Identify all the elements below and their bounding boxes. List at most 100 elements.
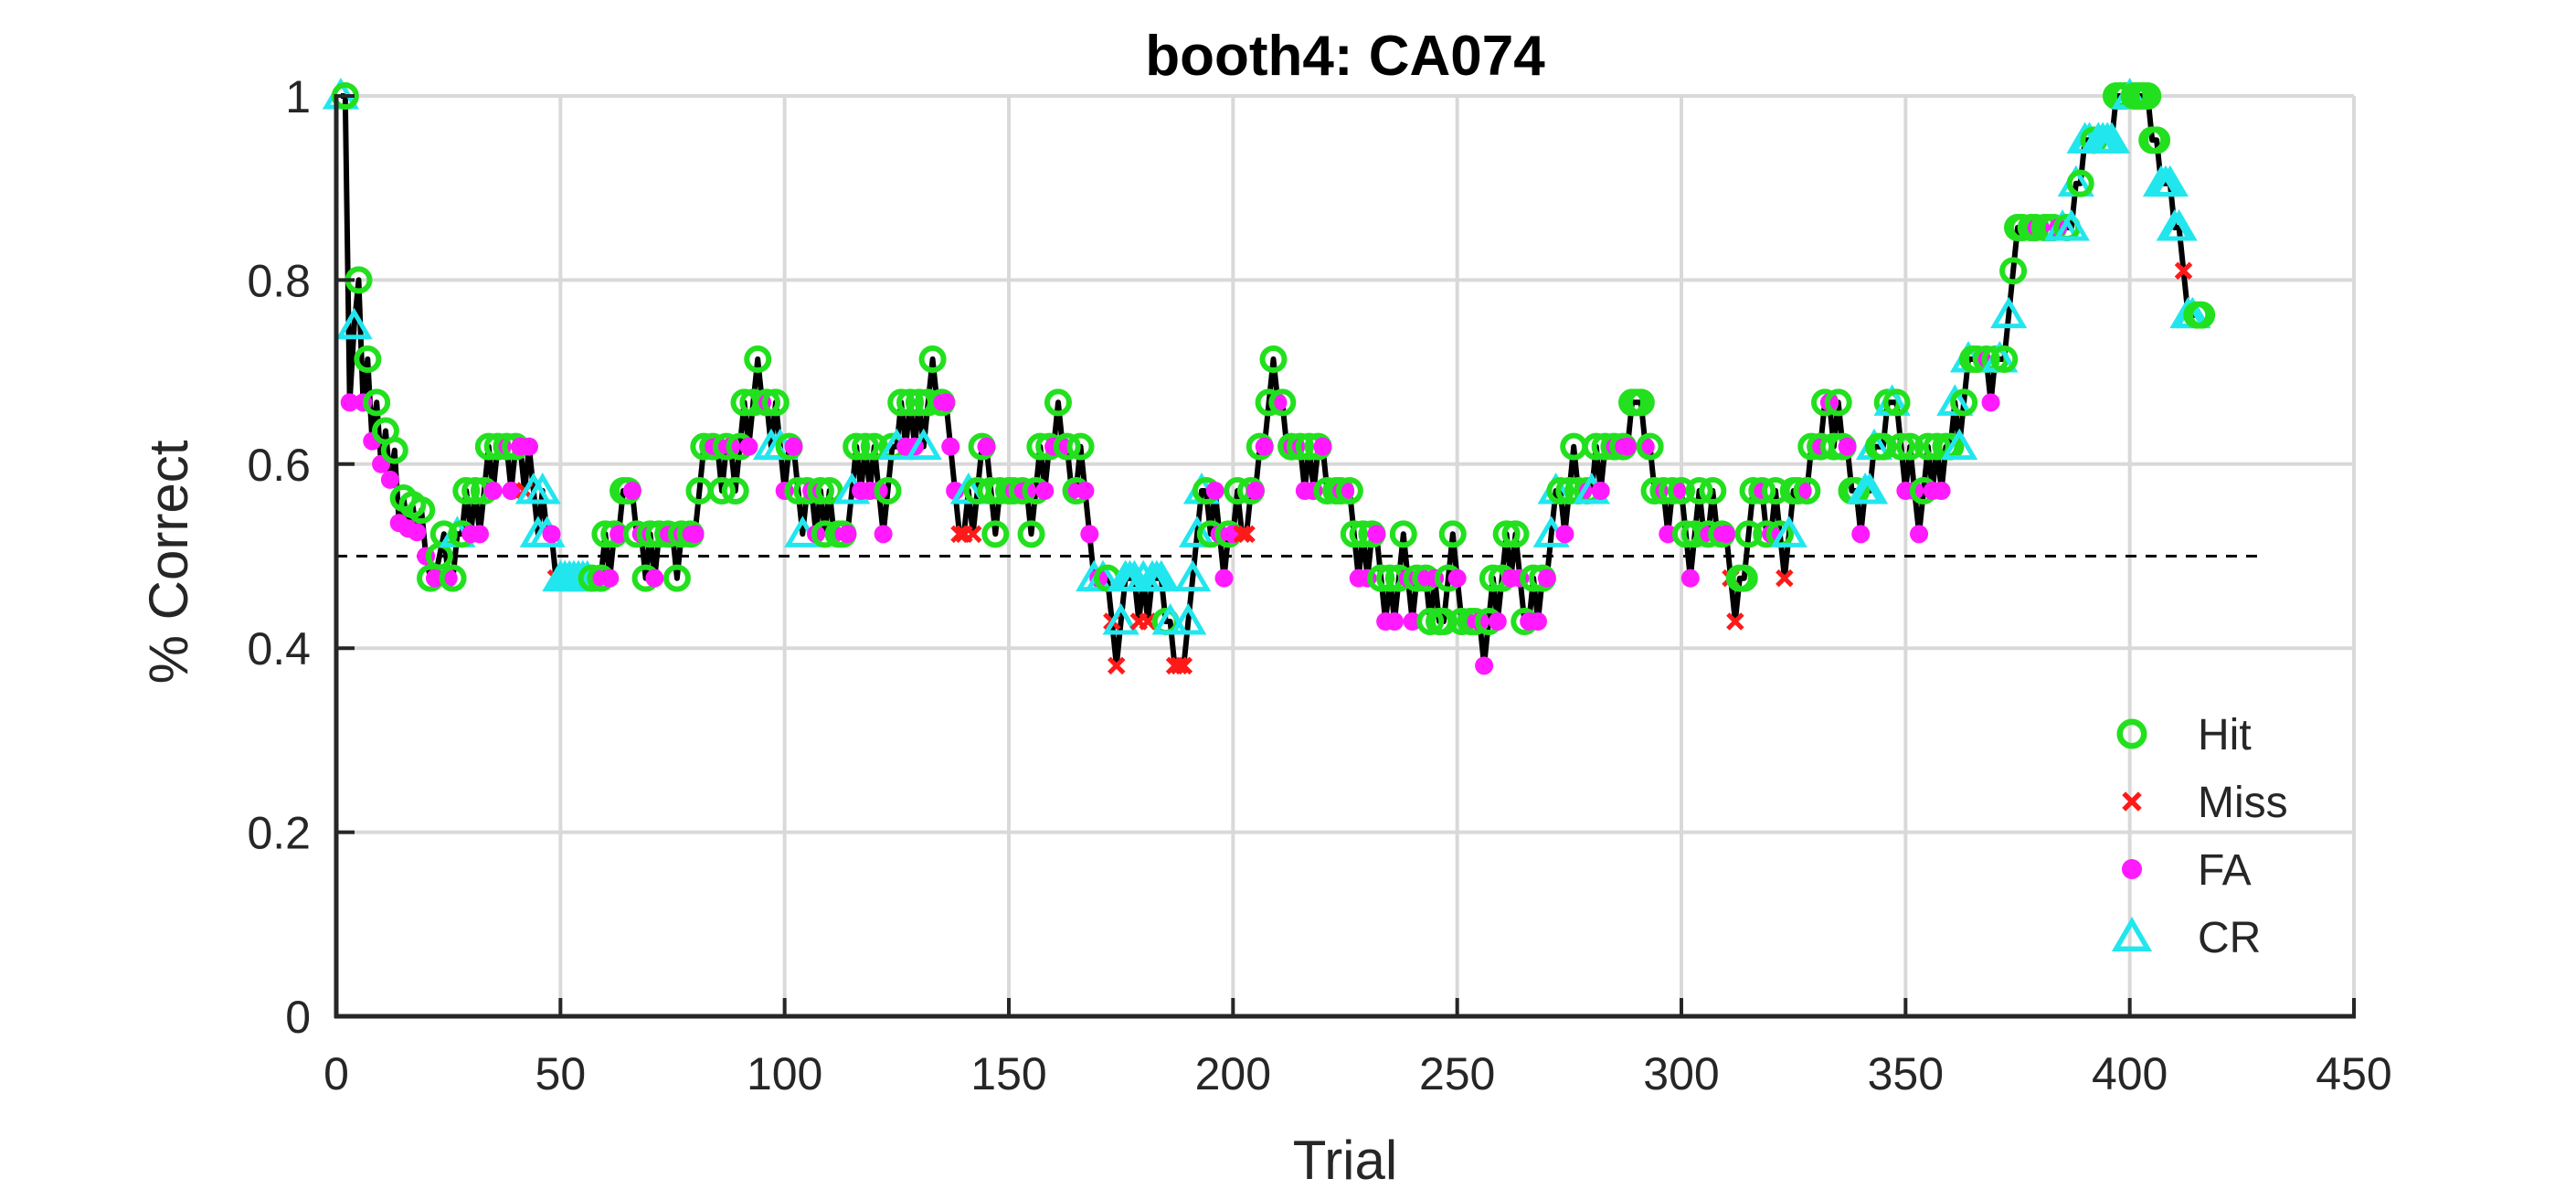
trial-point-fa [1680,568,1700,588]
trial-point-hit [1389,520,1417,548]
trial-point-fa [1384,611,1404,631]
trial-point-miss [2174,261,2193,281]
trial-point-hit [1887,432,1915,461]
trial-point-miss [1726,612,1744,631]
legend-label: Miss [2198,779,2288,827]
x-tick-label: 100 [747,1048,822,1099]
trial-point-miss [1139,612,1157,631]
trial-point-fa [622,482,641,501]
chart-title: booth4: CA074 [1145,25,1545,88]
trial-point-fa [408,523,427,542]
x-tick-label: 300 [1643,1048,1719,1099]
trial-point-hit [1869,432,1897,461]
y-tick-label: 0.8 [247,255,311,306]
trial-point-hit [452,477,481,505]
trial-point-cr [1174,559,1212,592]
trial-point-hit [2134,82,2162,110]
trial-point-hit [1699,477,1727,505]
trial-point-hit [1824,388,1852,417]
x-tick-label: 150 [970,1048,1046,1099]
trial-point-cr [1178,515,1216,547]
trial-point-hit [1636,432,1664,461]
trial-point-miss [1776,568,1794,588]
trial-point-hit [744,345,772,374]
trial-point-hit [1668,477,1695,505]
trial-point-fa [1246,482,1265,501]
trial-point-hit [663,564,691,592]
trial-point-fa [1717,525,1736,544]
x-tick-label: 450 [2316,1048,2391,1099]
legend-marker-hit [2116,718,2147,749]
trial-point-fa [502,482,521,501]
trial-point-cr [905,428,942,461]
trial-point-hit [1429,607,1458,635]
trial-point-miss [1174,656,1193,675]
legend: Hit Miss FA CR [2111,711,2288,962]
trial-point-hit [1286,432,1314,461]
axes [334,94,2356,1019]
legend-item-cr: CR [2111,914,2261,962]
y-tick-label: 0.6 [247,440,311,491]
trial-point-fa [1076,482,1095,501]
trial-point-cr [1936,384,1974,416]
trial-point-fa [1255,437,1274,456]
trial-point-cr [1170,603,1207,635]
legend-label: CR [2198,914,2261,962]
trial-point-fa [380,470,399,489]
trial-point-hit [1066,432,1095,461]
trial-point-cr [2160,209,2198,241]
trial-point-hit [408,496,436,525]
legend-label: FA [2198,846,2252,895]
trial-point-hit [1044,388,1072,417]
trial-point-cr [1990,296,2028,329]
x-tick-label: 200 [1195,1048,1271,1099]
trial-point-cr [2052,209,2090,241]
trial-point-fa [610,525,629,544]
y-axis-label: % Correct [138,440,199,684]
trial-point-hit [1367,564,1395,592]
x-tick-label: 0 [323,1048,349,1099]
y-tick-label: 1 [285,71,311,122]
trial-point-fa [1851,525,1871,544]
legend-item-miss: Miss [2122,779,2288,827]
trial-point-miss [950,525,969,544]
trial-point-fa [1838,437,1857,456]
y-tick-label: 0 [285,992,311,1043]
trial-point-fa [1659,525,1678,544]
trial-point-fa [937,393,956,412]
trial-point-hit [918,345,947,374]
trial-point-miss [1237,525,1256,544]
trial-point-fa [1447,568,1467,588]
trial-point-hit [1546,477,1574,505]
trial-point-hit [806,477,834,505]
trial-point-hit [1882,388,1911,417]
legend-item-hit: Hit [2116,711,2252,759]
trial-point-fa [471,525,490,544]
trial-point-hit [1748,477,1776,505]
trial-point-fa [340,393,359,412]
trial-point-hit [1923,432,1951,461]
trial-point-fa [784,437,803,456]
trial-point-cr [335,307,373,340]
y-tick-label: 0.4 [247,623,311,674]
trial-point-hit [707,477,736,505]
trial-point-hit [1340,520,1368,548]
trial-point-fa [1618,437,1638,456]
trial-point-cr [1770,515,1807,547]
trial-point-fa [1537,568,1556,588]
trial-point-hit [753,388,781,417]
trial-point-hit [1685,477,1713,505]
trial-point-hit [363,388,391,417]
trial-point-fa [1910,525,1929,544]
trial-point-hit [354,345,382,374]
trial-point-fa [838,525,857,544]
trial-point-miss [963,525,982,544]
trial-point-cr [524,473,561,504]
trial-point-miss [1107,656,1126,675]
trial-point-hit [1416,607,1445,635]
trial-point-hit [2066,169,2094,197]
trial-point-fa [425,568,444,588]
trial-markers [322,78,2216,675]
trial-point-miss [1233,525,1251,544]
